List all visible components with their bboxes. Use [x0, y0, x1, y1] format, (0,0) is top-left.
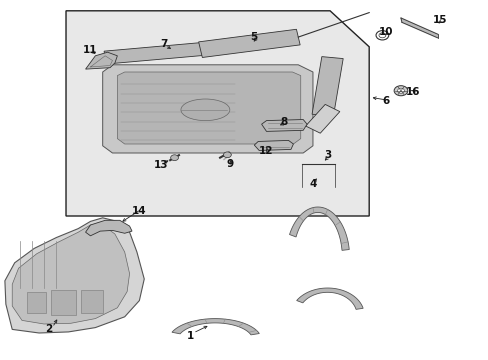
Text: 8: 8: [280, 117, 286, 127]
Text: 16: 16: [405, 87, 420, 97]
Polygon shape: [85, 52, 117, 69]
Polygon shape: [172, 319, 259, 335]
Text: 5: 5: [250, 32, 257, 42]
Text: 11: 11: [83, 45, 98, 55]
Circle shape: [393, 86, 407, 96]
Polygon shape: [296, 288, 363, 309]
Circle shape: [170, 155, 178, 161]
Polygon shape: [400, 18, 437, 38]
Polygon shape: [85, 220, 132, 236]
Polygon shape: [261, 120, 306, 131]
Polygon shape: [198, 29, 300, 58]
Circle shape: [223, 152, 231, 158]
Polygon shape: [102, 65, 312, 153]
Text: 13: 13: [154, 159, 168, 170]
Polygon shape: [5, 218, 144, 333]
Polygon shape: [104, 40, 228, 64]
Polygon shape: [305, 104, 339, 133]
Polygon shape: [117, 72, 300, 144]
Circle shape: [397, 88, 404, 93]
Text: 10: 10: [378, 27, 393, 37]
Bar: [51, 290, 76, 315]
Text: 7: 7: [160, 39, 167, 49]
Text: 15: 15: [432, 15, 447, 25]
Polygon shape: [12, 225, 129, 324]
Polygon shape: [254, 140, 293, 150]
Bar: [81, 290, 102, 313]
Circle shape: [378, 33, 385, 38]
Text: 1: 1: [187, 330, 194, 341]
Text: 12: 12: [259, 146, 273, 156]
Text: 6: 6: [382, 96, 389, 106]
Text: 9: 9: [226, 159, 233, 169]
Circle shape: [375, 31, 388, 40]
Text: 4: 4: [308, 179, 316, 189]
Text: 3: 3: [324, 150, 330, 160]
Text: 2: 2: [45, 324, 52, 334]
Bar: [27, 292, 46, 313]
Ellipse shape: [181, 99, 229, 121]
Polygon shape: [311, 57, 343, 116]
Text: 14: 14: [132, 206, 146, 216]
Polygon shape: [66, 11, 368, 216]
Polygon shape: [289, 207, 348, 250]
